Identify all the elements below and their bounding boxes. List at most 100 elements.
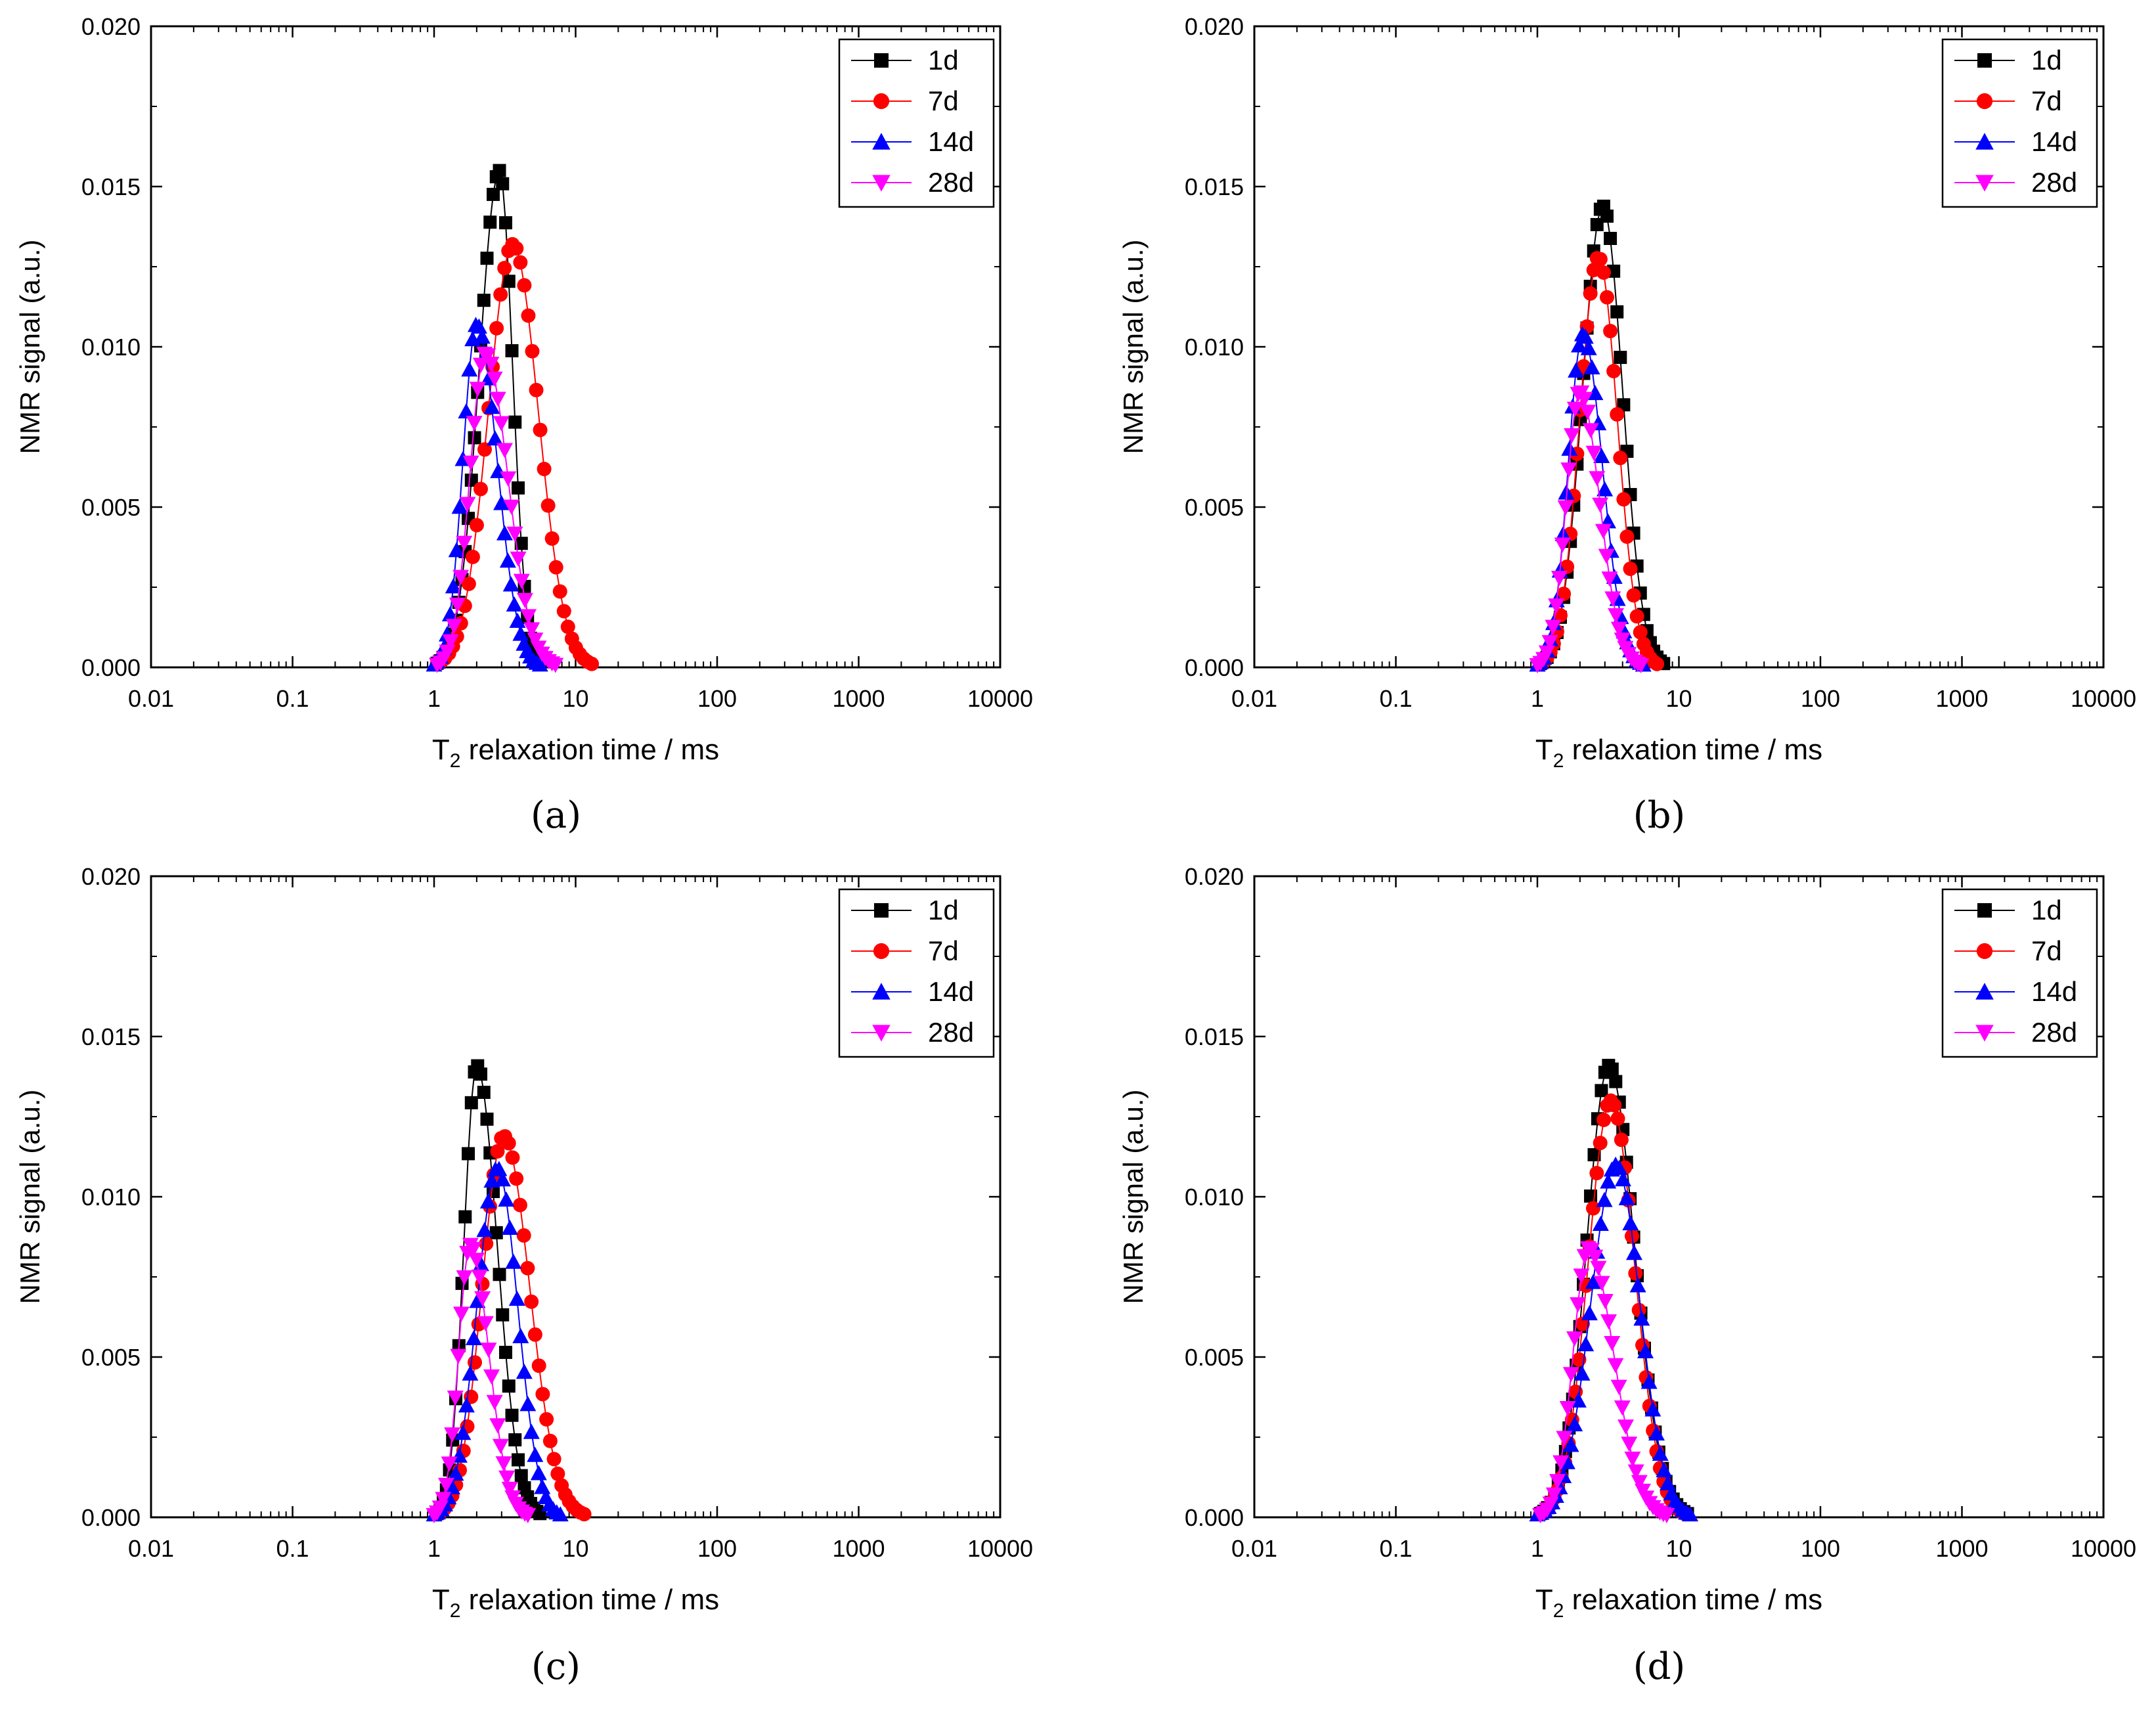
data-point [1545, 619, 1562, 635]
legend-marker [874, 903, 889, 918]
data-point [471, 1269, 488, 1285]
legend: 1d 7d 14d 28d [838, 888, 995, 1058]
data-point [1621, 1437, 1638, 1452]
data-point [479, 1193, 496, 1209]
data-point [483, 1369, 500, 1385]
data-point [458, 1397, 475, 1413]
data-point [1564, 428, 1581, 444]
data-point [486, 371, 503, 387]
data-point [465, 1329, 482, 1346]
data-point [489, 321, 504, 336]
legend-label: 1d [928, 895, 959, 925]
series-28d [426, 1237, 537, 1524]
data-point [535, 1387, 550, 1402]
y-tick-label: 0.000 [1185, 1504, 1244, 1531]
data-point [1648, 1425, 1665, 1441]
data-point [508, 415, 522, 429]
data-point [520, 609, 537, 625]
data-point [447, 1465, 464, 1481]
data-point [523, 622, 540, 638]
data-point [529, 382, 544, 397]
x-axis-title: T2 relaxation time / ms [1535, 734, 1822, 772]
data-point [509, 1171, 524, 1186]
data-point [505, 1253, 522, 1269]
data-point [489, 1418, 506, 1434]
data-point [500, 471, 517, 487]
data-point [1633, 657, 1650, 674]
data-point [452, 1306, 470, 1322]
data-point [1624, 1452, 1641, 1467]
data-point [1573, 412, 1587, 426]
data-point [1558, 484, 1575, 500]
data-point [533, 422, 548, 437]
y-tick-label: 0.010 [1185, 334, 1244, 361]
legend: 1d 7d 14d 28d [1941, 888, 2098, 1058]
y-axis-title: NMR signal (a.u.) [14, 240, 45, 455]
data-point [1596, 1113, 1612, 1128]
data-point [1605, 1062, 1619, 1076]
y-tick-label: 0.005 [1185, 1344, 1244, 1371]
legend-marker [1975, 175, 1994, 192]
data-point [458, 1210, 472, 1224]
data-point [502, 576, 519, 592]
legend-label: 14d [2031, 126, 2077, 157]
data-point [480, 252, 494, 265]
data-point [465, 1241, 482, 1257]
data-point [550, 1466, 565, 1481]
legend-marker [1976, 93, 1993, 110]
data-point [1610, 305, 1624, 319]
data-point [1633, 1310, 1650, 1326]
y-tick-label: 0.000 [81, 654, 141, 681]
x-tick-label: 1000 [1935, 685, 1988, 712]
y-tick-label: 0.015 [1185, 173, 1244, 200]
data-point [1640, 1373, 1658, 1389]
x-tick-label: 10 [1665, 685, 1692, 712]
data-point [499, 552, 516, 568]
data-point [1610, 1379, 1627, 1395]
data-point [1587, 1148, 1601, 1162]
legend-marker [1975, 983, 1994, 1000]
legend-label: 14d [928, 126, 974, 157]
data-point [1549, 1474, 1566, 1490]
data-point [1633, 625, 1648, 640]
data-point [512, 625, 529, 641]
legend-marker [1977, 53, 1992, 68]
legend-label: 28d [928, 1017, 974, 1048]
x-tick-label: 10 [1665, 1535, 1692, 1562]
data-point [509, 612, 526, 628]
panel-caption: (d) [1633, 1645, 1686, 1688]
y-tick-label: 0.010 [81, 1184, 141, 1211]
y-tick-label: 0.015 [81, 1023, 141, 1050]
data-point [1551, 571, 1568, 587]
data-point [456, 535, 473, 551]
legend: 1d 7d 14d 28d [1941, 38, 2098, 208]
panel-caption: (b) [1633, 794, 1686, 837]
data-point [1586, 1201, 1601, 1216]
y-tick-label: 0.005 [1185, 494, 1244, 521]
data-point [508, 1290, 525, 1306]
data-point [530, 1465, 547, 1481]
data-point [1596, 265, 1611, 280]
y-tick-label: 0.005 [81, 494, 141, 521]
data-point [486, 1394, 503, 1410]
data-point [1614, 1170, 1631, 1187]
legend-marker [1975, 133, 1994, 150]
data-point [477, 294, 491, 307]
data-point [480, 1112, 494, 1126]
legend-label: 7d [928, 935, 959, 966]
x-tick-label: 1 [428, 685, 441, 712]
data-point [480, 1343, 497, 1358]
data-point [1604, 1336, 1621, 1352]
data-point [1556, 587, 1572, 602]
data-point [1610, 407, 1625, 422]
x-tick-label: 1 [1531, 1535, 1544, 1562]
x-tick-label: 0.1 [276, 1535, 309, 1562]
chart-panel-a: 0.01 0.1 1 10 100 1000 10000 0.000 0.005 0.010 0.0… [14, 13, 1033, 837]
data-point [502, 1379, 516, 1393]
data-point [1622, 1214, 1639, 1231]
data-point [1613, 451, 1628, 466]
data-point [1568, 362, 1585, 378]
data-point [513, 255, 528, 270]
data-point [512, 1453, 525, 1467]
